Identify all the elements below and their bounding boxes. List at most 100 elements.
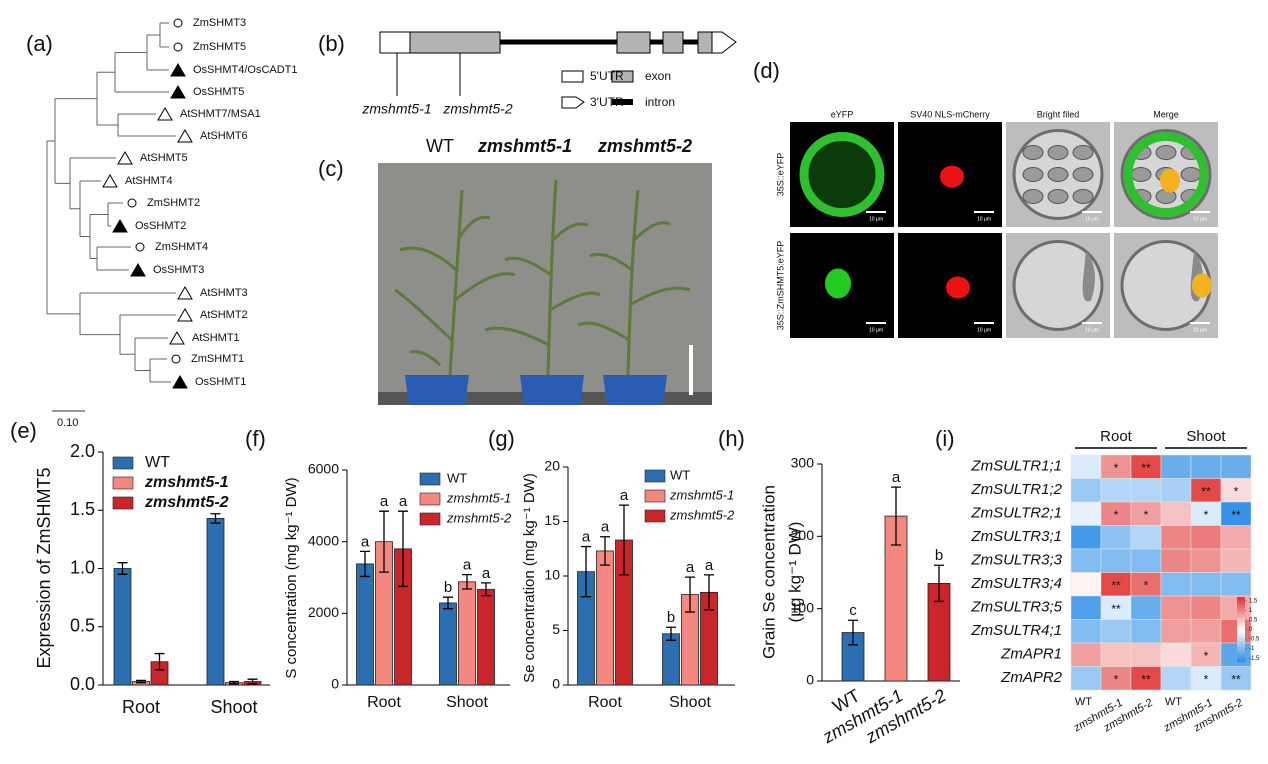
- x-tick-label: Root: [122, 697, 160, 717]
- y-axis-label: Se concentration (mg kg⁻¹ DW): [521, 473, 538, 683]
- micrograph: 10 μm: [790, 233, 894, 338]
- leaf-marker: [157, 107, 173, 121]
- heatmap-cell: [1220, 595, 1252, 620]
- leaf-marker: [102, 174, 118, 188]
- heatmap-cell: [1130, 642, 1162, 667]
- micrograph: 10 μm: [1006, 233, 1110, 338]
- y-tick-label: 0.5: [70, 616, 95, 636]
- heatmap-cell: [1100, 548, 1132, 573]
- scale-label: 10 μm: [977, 327, 991, 333]
- column-header: eYFP: [831, 109, 854, 119]
- y-tick-label: 100: [791, 599, 815, 615]
- legend-label: zmshmt5-1: [669, 487, 734, 502]
- leaf-label: AtSHMT3: [200, 287, 248, 299]
- heatmap-cell: [1070, 454, 1102, 479]
- colorbar-step: [1237, 642, 1245, 645]
- leaf-label: AtSHMT2: [200, 309, 248, 321]
- micrograph: 10 μm: [1114, 122, 1218, 227]
- colorbar-step: [1237, 655, 1245, 658]
- colorbar-step: [1237, 659, 1245, 663]
- significance-mark: *: [1114, 672, 1119, 686]
- scale-label: 10 μm: [977, 216, 991, 222]
- legend-label: zmshmt5-2: [144, 494, 229, 511]
- heatmap-cell: [1190, 595, 1222, 620]
- error-bar: [685, 576, 695, 613]
- chloroplast: [1072, 145, 1094, 160]
- colorbar-step: [1237, 614, 1245, 617]
- significance-letter: a: [892, 469, 901, 486]
- significance-mark: *: [1144, 508, 1149, 522]
- row-label: ZmAPR1: [1000, 646, 1062, 663]
- x-tick-label: Root: [588, 694, 622, 711]
- error-bar: [247, 678, 258, 685]
- leaf-label: OsSHMT5: [193, 86, 244, 98]
- chloroplast: [1180, 167, 1202, 182]
- colorbar-tick-label: -0.5: [1249, 637, 1260, 643]
- y-tick-label: 2.0: [70, 441, 95, 461]
- legend-label: zmshmt5-2: [669, 507, 735, 522]
- error-bar: [581, 545, 591, 598]
- panel-label: (b): [318, 31, 345, 56]
- leaf-label: OsSHMT2: [135, 220, 186, 232]
- colorbar-step: [1237, 644, 1245, 648]
- leaf-marker: [127, 198, 137, 208]
- legend-swatch: [644, 469, 666, 483]
- heatmap-cell: [1190, 572, 1222, 597]
- colorbar-step: [1237, 653, 1245, 656]
- significance-letter: a: [705, 557, 714, 574]
- legend-label: zmshmt5-2: [446, 510, 512, 525]
- colorbar-step: [1237, 657, 1245, 661]
- micrograph: 10 μm: [790, 122, 894, 227]
- heatmap-cell: [1130, 525, 1162, 550]
- chloroplast: [1155, 145, 1177, 160]
- group-label: Shoot: [1186, 428, 1226, 445]
- heatmap-cell: [1070, 478, 1102, 503]
- significance-letter: a: [620, 487, 629, 504]
- leaf-label: AtSHMT7/MSA1: [180, 108, 261, 120]
- leaf-marker: [177, 286, 193, 300]
- legend-label: WT: [145, 454, 170, 471]
- y-tick-label: 5: [552, 621, 560, 637]
- plant-photo: [378, 163, 712, 405]
- scale-label: 10 μm: [869, 327, 883, 333]
- photo-label: zmshmt5-1: [477, 136, 572, 156]
- heatmap-cell: [1070, 595, 1102, 620]
- x-tick-label: Shoot: [669, 694, 711, 711]
- leaf-label: ZmSHMT2: [147, 197, 200, 209]
- colorbar-step: [1237, 646, 1245, 650]
- bar: [439, 602, 457, 686]
- chloroplast: [1072, 167, 1094, 182]
- chloroplast: [1130, 167, 1152, 182]
- legend-label: intron: [645, 95, 675, 109]
- heatmap-cell: [1190, 619, 1222, 644]
- leaf-label: ZmSHMT5: [193, 41, 246, 53]
- photo-label: WT: [426, 136, 454, 156]
- chloroplast: [1022, 189, 1044, 204]
- row-label: 35S::eYFP: [775, 153, 785, 197]
- eyfp-ring: [1123, 132, 1209, 217]
- error-bar: [136, 679, 146, 684]
- mcherry-signal: [946, 276, 970, 299]
- significance-letter: a: [380, 493, 389, 510]
- y-tick-label: 300: [791, 455, 815, 471]
- merge-signal: [1192, 273, 1212, 298]
- legend-swatch: [112, 476, 134, 490]
- heatmap-cell: [1100, 525, 1132, 550]
- heatmap-cell: [1070, 666, 1102, 691]
- leaf-marker: [173, 18, 183, 28]
- leaf-marker: [170, 85, 186, 99]
- leaf-marker: [130, 263, 146, 277]
- error-bar: [154, 652, 165, 671]
- colorbar-step: [1237, 605, 1245, 609]
- heatmap-cell: [1100, 642, 1132, 667]
- gene-model: [379, 31, 737, 109]
- cell-outline: [1012, 240, 1104, 331]
- scale-label: 10 μm: [869, 216, 883, 222]
- allele-label: zmshmt5-2: [442, 101, 512, 117]
- colorbar-step: [1237, 612, 1245, 615]
- error-bar: [379, 510, 389, 573]
- significance-mark: **: [1111, 578, 1121, 592]
- micrograph: 10 μm: [1114, 233, 1218, 338]
- significance-letter: a: [601, 519, 610, 536]
- significance-mark: **: [1231, 672, 1241, 686]
